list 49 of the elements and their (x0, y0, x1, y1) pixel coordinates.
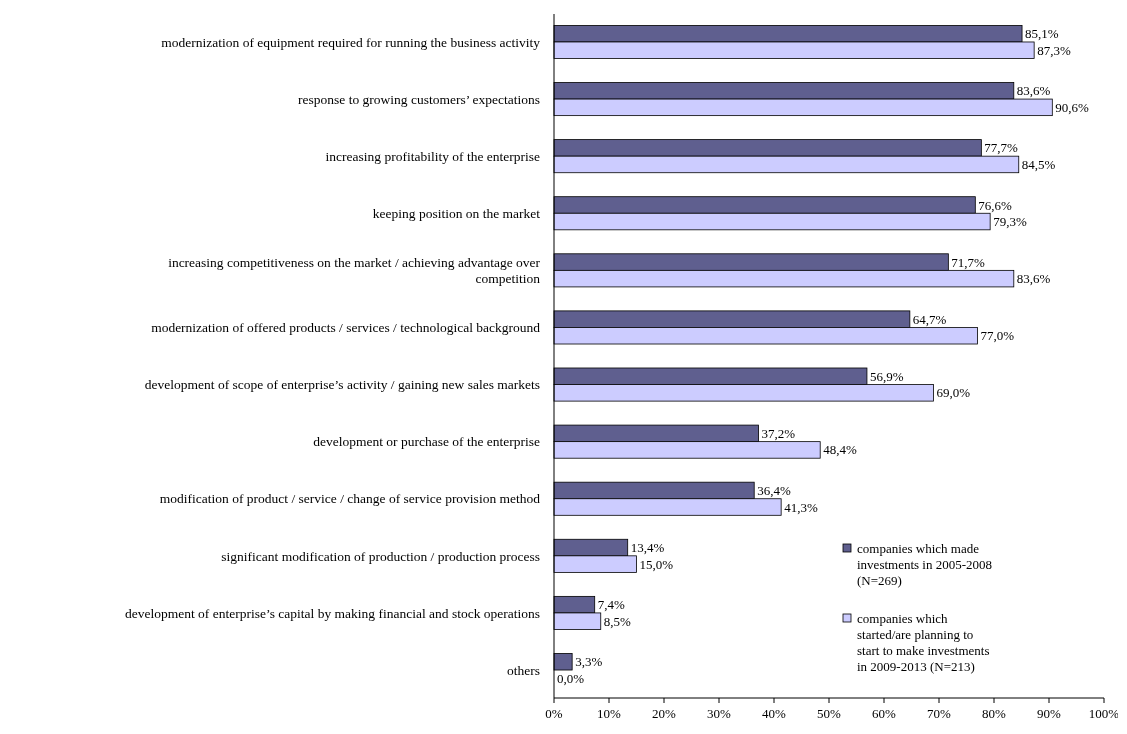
data-label: 15,0% (639, 556, 674, 572)
x-tick-label: 70% (927, 706, 952, 721)
x-tick-label: 90% (1037, 706, 1062, 721)
data-label: 77,7% (984, 140, 1019, 156)
data-label: 69,0% (936, 385, 971, 401)
y-tick-label: modernization of equipment required for running the business activity (161, 34, 541, 50)
data-label: 79,3% (993, 214, 1027, 230)
y-tick-label: development of scope of enterprise’s activity / gaining new sales markets (144, 377, 540, 393)
x-tick-label: 20% (652, 706, 677, 721)
data-label: 3,3% (575, 654, 603, 670)
data-label: 77,0% (980, 328, 1015, 344)
x-tick-label: 0% (545, 706, 563, 721)
data-label: 87,3% (1037, 42, 1071, 58)
data-label: 85,1% (1025, 26, 1059, 42)
x-tick-label: 30% (707, 706, 732, 721)
data-label: 83,6% (1016, 271, 1051, 287)
data-label: 13,4% (630, 540, 665, 556)
legend-label: companies which made investments in 2005-2008 (N=269) (857, 540, 993, 588)
y-tick-label: keeping position on the market (372, 205, 541, 221)
x-tick-label: 40% (762, 706, 787, 721)
data-label: 41,3% (784, 499, 818, 515)
data-label: 37,2% (761, 425, 796, 441)
x-tick-label: 80% (982, 706, 1007, 721)
y-tick-label: increasing profitability of the enterprise (325, 148, 540, 164)
data-label: 71,7% (951, 254, 986, 270)
data-label: 36,4% (757, 483, 791, 499)
y-tick-label: significant modification of production / production process (221, 548, 540, 564)
y-tick-label: modernization of offered products / services / technological background (151, 320, 541, 336)
y-tick-label: others (507, 662, 540, 678)
x-tick-label: 50% (817, 706, 842, 721)
y-tick-label: development or purchase of the enterprise (313, 434, 540, 450)
data-label: 76,6% (978, 197, 1013, 213)
data-label: 48,4% (823, 442, 857, 458)
data-label: 83,6% (1016, 83, 1051, 99)
x-tick-label: 10% (597, 706, 622, 721)
data-label: 7,4% (597, 597, 625, 613)
x-tick-label: 60% (872, 706, 897, 721)
y-tick-label: increasing competitiveness on the market / achieving advantage over competition (168, 255, 541, 287)
data-label: 0,0% (557, 670, 585, 686)
y-tick-label: development of enterprise’s capital by making financial and stock operations (125, 605, 540, 621)
data-label: 56,9% (869, 368, 904, 384)
data-label: 90,6% (1055, 99, 1090, 115)
legend-label: companies which started/are planning to start to make investments in 2009-2013 (N=213) (857, 610, 990, 674)
y-tick-label: response to growing customers’ expectations (298, 91, 540, 107)
data-label: 84,5% (1021, 157, 1056, 172)
data-label: 8,5% (603, 613, 631, 629)
y-tick-label: modification of product / service / change of service provision method (159, 491, 541, 507)
x-tick-label: 100% (1088, 706, 1120, 721)
data-label: 64,7% (912, 311, 947, 327)
